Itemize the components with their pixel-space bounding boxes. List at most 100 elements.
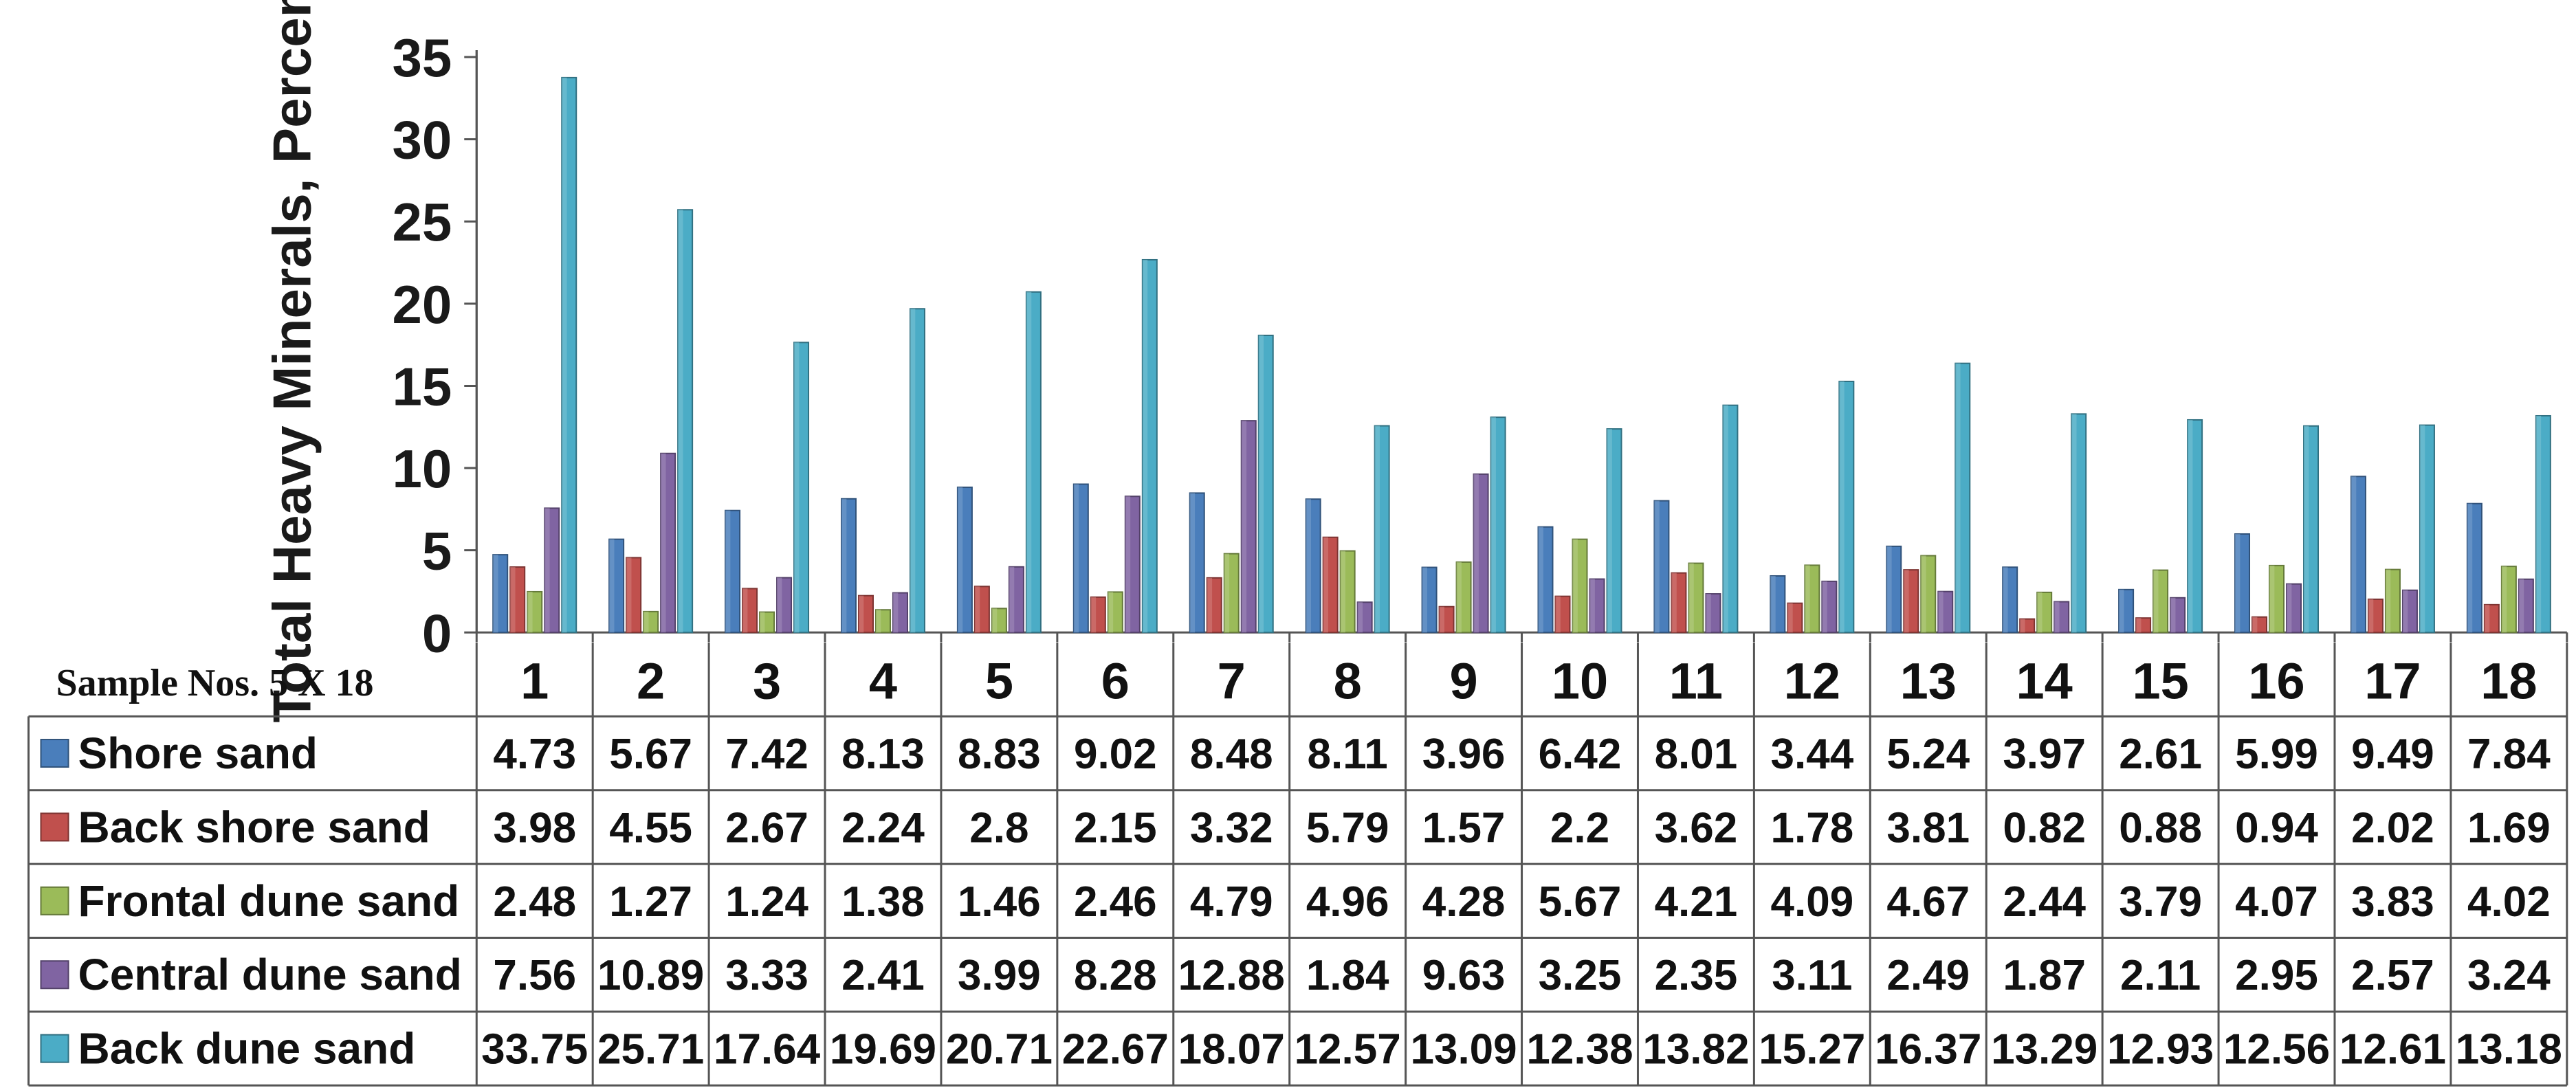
bar-2-1 bbox=[509, 566, 526, 634]
data-table: Sample Nos. 5 X 18 1 2 3 4 5 6 7 8 9 10 11 12 13 14 15 1… bbox=[27, 642, 2568, 1087]
bar-highlight bbox=[2153, 570, 2159, 633]
bar-5-9 bbox=[1490, 416, 1506, 634]
data-label: 5.79 bbox=[1306, 804, 1389, 852]
bar-3-5 bbox=[991, 608, 1007, 634]
data-label: 1.69 bbox=[2467, 804, 2551, 852]
data-label: 8.83 bbox=[958, 731, 1041, 778]
bar-highlight bbox=[1787, 603, 1793, 633]
bar-5-18 bbox=[2535, 414, 2551, 634]
bar-highlight bbox=[1009, 566, 1015, 633]
bar-highlight bbox=[2501, 566, 2507, 633]
bar-1-1 bbox=[492, 554, 509, 634]
bar-highlight bbox=[1822, 581, 1827, 633]
bar-4-15 bbox=[2170, 597, 2186, 634]
bar-3-11 bbox=[1688, 562, 1704, 634]
bar-highlight bbox=[2252, 616, 2258, 633]
bar-highlight bbox=[760, 612, 765, 633]
data-label: 5.99 bbox=[2235, 731, 2318, 778]
bar-3-7 bbox=[1223, 553, 1240, 634]
data-label: 2.57 bbox=[2351, 952, 2434, 999]
data-label: 4.79 bbox=[1190, 878, 1273, 926]
data-label: 2.41 bbox=[841, 952, 925, 999]
data-label: 19.69 bbox=[830, 1026, 936, 1074]
data-label: 2.46 bbox=[1074, 878, 1157, 926]
data-label: 3.62 bbox=[1655, 804, 1738, 852]
data-label: 2.02 bbox=[2351, 804, 2434, 852]
bar-1-11 bbox=[1653, 500, 1670, 634]
bar-highlight bbox=[1473, 474, 1479, 633]
bar-1-15 bbox=[2118, 588, 2135, 634]
bar-2-14 bbox=[2019, 618, 2036, 634]
y-tick-label: 35 bbox=[392, 27, 452, 88]
category-label: 10 bbox=[1552, 653, 1608, 710]
category-label: 16 bbox=[2248, 653, 2304, 710]
data-label: 12.56 bbox=[2223, 1026, 2330, 1074]
data-label: 20.71 bbox=[946, 1026, 1053, 1074]
bar-highlight bbox=[2368, 599, 2374, 633]
bar-highlight bbox=[1555, 596, 1561, 633]
data-label: 4.02 bbox=[2467, 878, 2551, 926]
bar-2-4 bbox=[857, 594, 874, 634]
data-label: 4.55 bbox=[609, 804, 692, 852]
bar-1-16 bbox=[2234, 533, 2251, 634]
data-label: 13.82 bbox=[1642, 1026, 1749, 1074]
bar-highlight bbox=[1671, 572, 1677, 633]
data-label: 6.42 bbox=[1539, 731, 1622, 778]
bar-1-13 bbox=[1886, 545, 1902, 634]
bar-highlight bbox=[794, 342, 800, 633]
bar-4-16 bbox=[2286, 583, 2302, 634]
bar-highlight bbox=[643, 611, 649, 633]
category-label: 3 bbox=[753, 653, 781, 710]
bar-5-6 bbox=[1141, 258, 1158, 634]
bar-highlight bbox=[2287, 583, 2292, 633]
bar-highlight bbox=[2170, 597, 2176, 633]
bar-5-11 bbox=[1722, 404, 1739, 634]
category-label: 8 bbox=[1334, 653, 1362, 710]
bar-3-3 bbox=[759, 611, 775, 634]
bar-4-12 bbox=[1821, 580, 1838, 634]
bar-highlight bbox=[2071, 414, 2077, 633]
bar-highlight bbox=[2304, 425, 2309, 633]
bar-3-17 bbox=[2384, 568, 2401, 634]
bar-3-18 bbox=[2500, 566, 2517, 634]
data-label: 7.42 bbox=[725, 731, 808, 778]
category-label: 1 bbox=[520, 653, 549, 710]
data-label: 9.63 bbox=[1422, 952, 1506, 999]
bar-2-15 bbox=[2135, 617, 2152, 634]
plot-area bbox=[475, 49, 2568, 643]
bar-5-1 bbox=[561, 76, 577, 634]
bar-highlight bbox=[1357, 602, 1363, 633]
data-label: 2.15 bbox=[1074, 804, 1157, 852]
category-label: 17 bbox=[2364, 653, 2421, 710]
bar-3-1 bbox=[527, 590, 543, 634]
bar-highlight bbox=[1607, 429, 1612, 633]
table-row: Shore sand 4.73 5.67 7.42 8.13 8.83 9.02 8.48 8.… bbox=[40, 728, 2551, 778]
data-label: 13.09 bbox=[1410, 1026, 1517, 1074]
bar-1-8 bbox=[1305, 498, 1321, 634]
bar-2-10 bbox=[1554, 595, 1571, 634]
y-tick-label: 30 bbox=[392, 110, 452, 170]
data-label: 13.18 bbox=[2456, 1026, 2562, 1074]
data-label: 13.29 bbox=[1991, 1026, 2098, 1074]
data-label: 3.99 bbox=[958, 952, 1041, 999]
bar-5-8 bbox=[1374, 425, 1390, 634]
data-label: 3.32 bbox=[1190, 804, 1273, 852]
bar-3-2 bbox=[643, 610, 659, 634]
data-label: 4.07 bbox=[2235, 878, 2318, 926]
bar-highlight bbox=[742, 588, 748, 633]
bar-highlight bbox=[1258, 335, 1264, 633]
legend-swatch bbox=[40, 1034, 69, 1063]
y-tick-label: 20 bbox=[392, 274, 452, 335]
bar-highlight bbox=[2188, 419, 2193, 633]
bar-highlight bbox=[1538, 526, 1543, 633]
bar-highlight bbox=[1839, 381, 1845, 633]
data-label: 2.44 bbox=[2003, 878, 2086, 926]
bar-4-5 bbox=[1008, 566, 1024, 634]
data-label: 2.49 bbox=[1886, 952, 1970, 999]
data-label: 2.35 bbox=[1655, 952, 1738, 999]
data-label: 2.8 bbox=[969, 804, 1028, 852]
data-label: 12.88 bbox=[1178, 952, 1285, 999]
data-label: 2.67 bbox=[725, 804, 808, 852]
data-label: 15.27 bbox=[1759, 1026, 1865, 1074]
bar-highlight bbox=[1340, 550, 1346, 633]
